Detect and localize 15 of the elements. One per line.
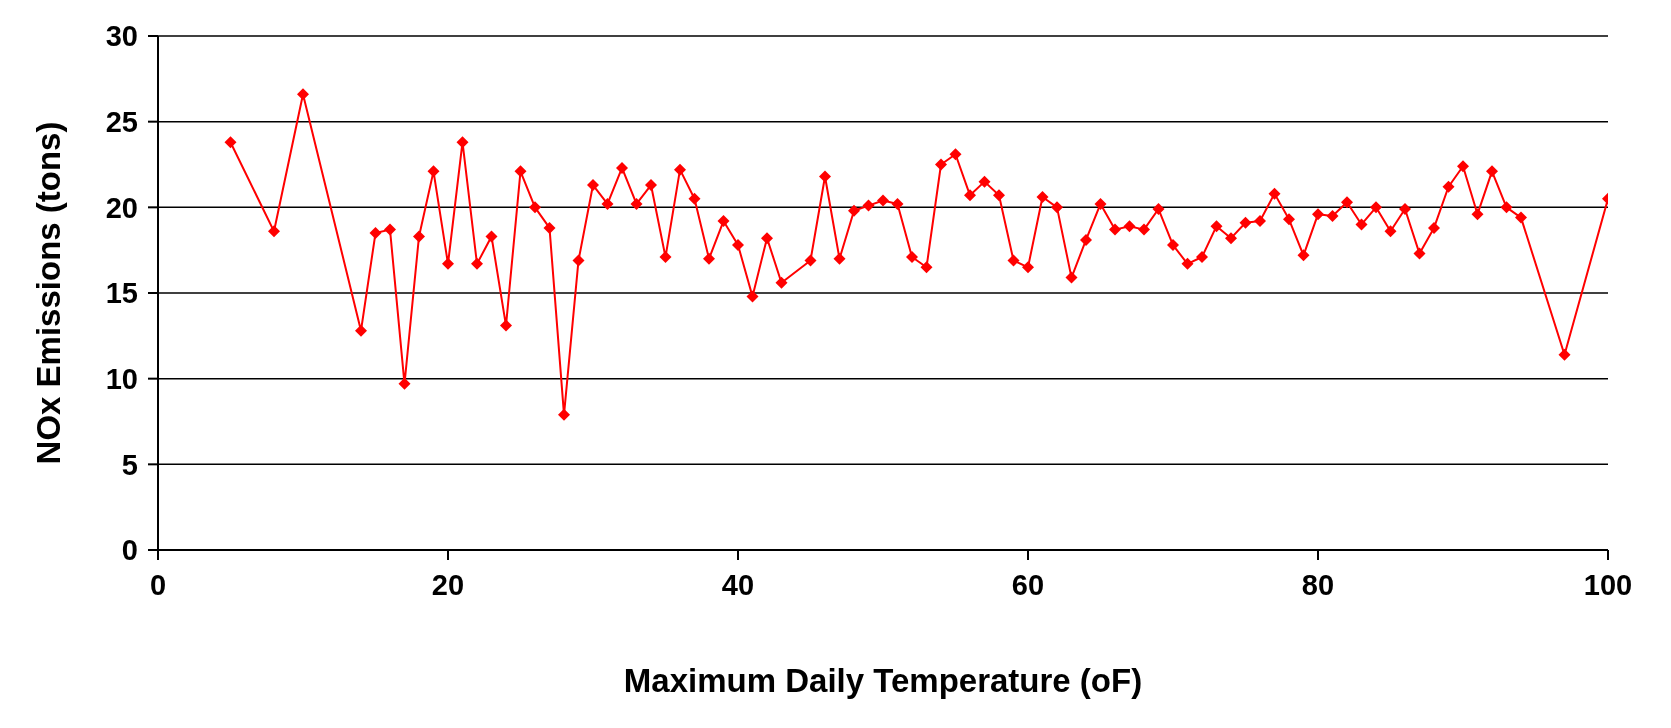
y-tick-label: 0 <box>121 534 138 567</box>
x-tick-label: 100 <box>1583 568 1633 601</box>
x-tick-label: 20 <box>431 568 465 601</box>
y-tick-label: 10 <box>105 362 138 395</box>
x-tick-label: 40 <box>721 568 755 601</box>
y-tick-label: 20 <box>105 191 138 224</box>
x-tick-label: 0 <box>149 568 167 601</box>
x-axis-title: Maximum Daily Temperature (oF) <box>623 662 1143 699</box>
x-tick-label: 60 <box>1011 568 1045 601</box>
y-tick-label: 25 <box>105 105 138 138</box>
y-tick-label: 15 <box>105 277 138 310</box>
y-axis-title: NOx Emissions (tons) <box>29 121 67 465</box>
y-tick-label: 5 <box>121 448 138 481</box>
x-tick-label: 80 <box>1301 568 1335 601</box>
y-tick-label: 30 <box>105 20 138 53</box>
